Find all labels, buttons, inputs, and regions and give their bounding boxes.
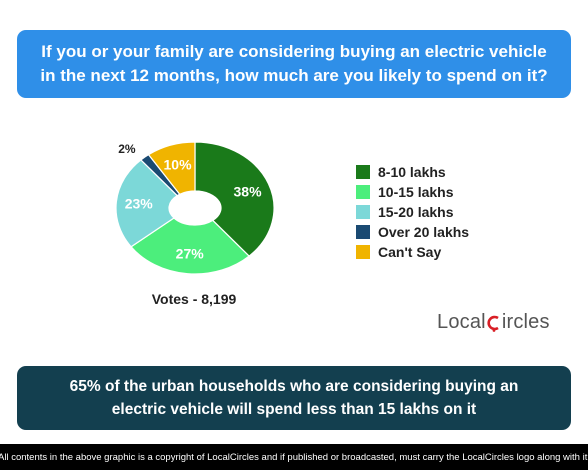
legend-swatch [356, 185, 370, 199]
question-text: If you or your family are considering bu… [40, 42, 548, 85]
legend-label: 10-15 lakhs [378, 184, 454, 200]
donut-slice [194, 141, 275, 257]
legend-swatch [356, 225, 370, 239]
key-finding-banner: 65% of the urban households who are cons… [17, 366, 571, 430]
legend-item: Over 20 lakhs [356, 222, 469, 242]
slice-value-label: 38% [234, 183, 263, 199]
slice-value-label: 10% [164, 157, 193, 173]
donut-chart: 38% 27% 23% 2% 10% [115, 141, 275, 275]
slice-value-label: 2% [118, 142, 136, 156]
legend-swatch [356, 165, 370, 179]
key-finding-text: 65% of the urban households who are cons… [69, 378, 519, 418]
votes-count: Votes - 8,199 [151, 291, 237, 307]
logo-text-local: Local [437, 311, 486, 333]
legend-item: 10-15 lakhs [356, 182, 469, 202]
logo-text-ircles: ircles [501, 311, 550, 333]
legend-label: 8-10 lakhs [378, 164, 446, 180]
legend-item: 8-10 lakhs [356, 162, 469, 182]
question-banner: If you or your family are considering bu… [17, 30, 571, 98]
chart-legend: 8-10 lakhs 10-15 lakhs 15-20 lakhs Over 20 … [356, 162, 469, 262]
localcircles-logo: Local ircles [437, 311, 550, 334]
slice-value-label: 27% [176, 245, 205, 261]
donut-slice [130, 217, 250, 275]
legend-label: Over 20 lakhs [378, 224, 470, 240]
legend-label: Can't Say [378, 244, 442, 260]
donut-slice [147, 141, 196, 195]
slice-value-label: 23% [125, 196, 154, 212]
copyright-footer: All contents in the above graphic is a c… [0, 444, 588, 470]
legend-item: 15-20 lakhs [356, 202, 469, 222]
legend-item: Can't Say [356, 242, 469, 262]
donut-slice [115, 159, 179, 248]
logo-circle-icon [487, 315, 499, 332]
legend-swatch [356, 245, 370, 259]
legend-label: 15-20 lakhs [378, 204, 454, 220]
legend-swatch [356, 205, 370, 219]
